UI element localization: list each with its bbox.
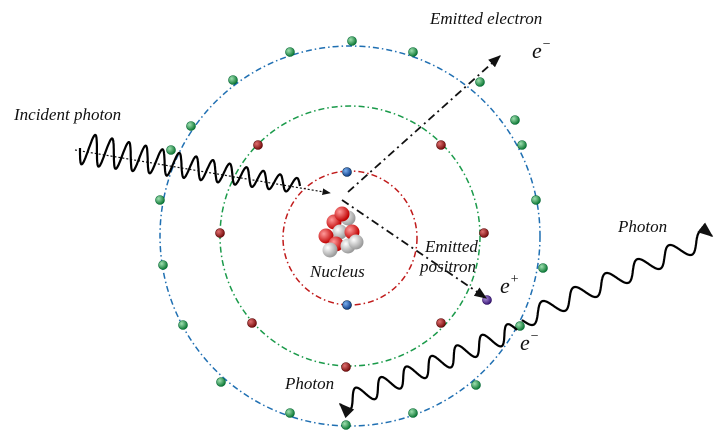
electron — [437, 319, 446, 328]
symbol-sup: + — [510, 272, 519, 287]
label-photon-right: Photon — [617, 217, 667, 236]
electron — [343, 301, 352, 310]
photon-wave — [340, 324, 517, 410]
electron — [476, 78, 485, 87]
electron — [539, 264, 548, 273]
electron — [187, 122, 196, 131]
diagram: Emitted electron e− Incident photon Nucl… — [0, 0, 715, 430]
positron — [483, 296, 492, 305]
label-photon-bottom: Photon — [284, 374, 334, 393]
label-emitted-electron: Emitted electron — [429, 9, 542, 28]
nucleon — [323, 243, 338, 258]
electron — [254, 141, 263, 150]
symbol-sup: − — [530, 329, 539, 344]
electron-path — [348, 56, 500, 192]
photon-waves — [80, 135, 712, 410]
photon-wave — [80, 135, 300, 192]
electron — [179, 321, 188, 330]
label-electron-symbol: e− — [532, 37, 551, 63]
symbol-sup: − — [542, 37, 551, 52]
electron — [159, 261, 168, 270]
electron — [342, 421, 351, 430]
nucleon — [335, 207, 350, 222]
nucleus-icon — [319, 207, 364, 258]
electron — [518, 141, 527, 150]
symbol-base: e — [520, 330, 530, 355]
electron — [216, 229, 225, 238]
electron — [343, 168, 352, 177]
electron — [167, 146, 176, 155]
label-positron-symbol: e+ — [500, 272, 519, 298]
photon-wave — [522, 231, 712, 325]
electron — [286, 409, 295, 418]
label-nucleus: Nucleus — [309, 262, 365, 281]
electron — [437, 141, 446, 150]
electron — [342, 363, 351, 372]
line-2: positron — [419, 257, 476, 276]
label-electron-symbol-2: e− — [520, 329, 539, 355]
electron — [286, 48, 295, 57]
symbol-base: e — [532, 38, 542, 63]
symbol-base: e — [500, 273, 510, 298]
electron — [248, 319, 257, 328]
electron — [348, 37, 357, 46]
electron — [409, 409, 418, 418]
electron — [229, 76, 238, 85]
electron — [156, 196, 165, 205]
electron — [217, 378, 226, 387]
electron — [511, 116, 520, 125]
electron — [472, 381, 481, 390]
electron — [409, 48, 418, 57]
electron — [532, 196, 541, 205]
nucleon — [349, 235, 364, 250]
label-incident-photon: Incident photon — [13, 105, 121, 124]
line-1: Emitted — [424, 237, 478, 256]
electron — [480, 229, 489, 238]
